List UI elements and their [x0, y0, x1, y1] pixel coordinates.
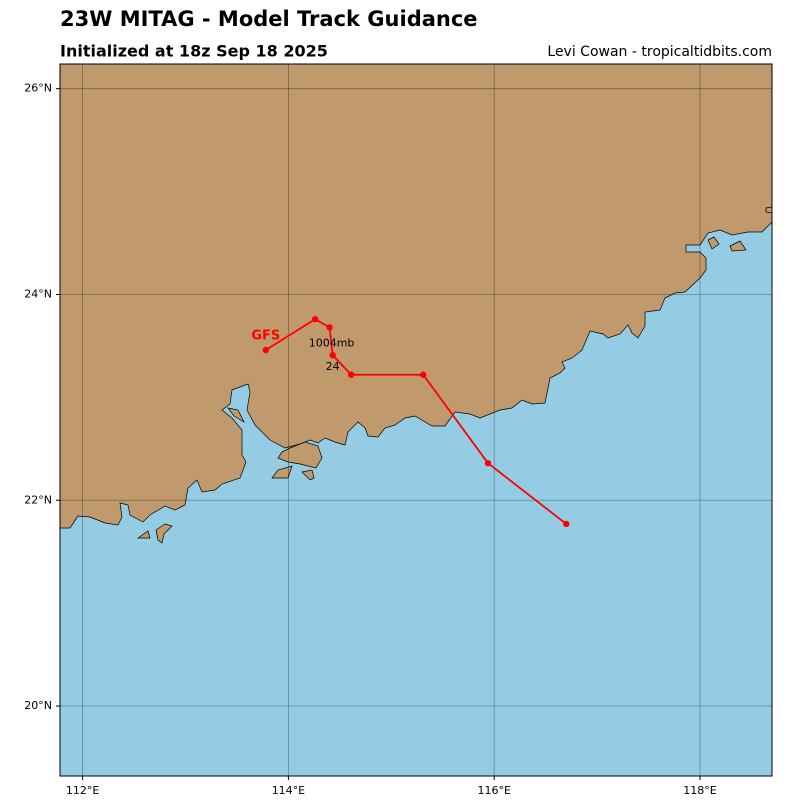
pressure-label: 1004mb [309, 336, 355, 349]
y-tick-label: 20°N [24, 699, 52, 712]
mainland [59, 63, 773, 529]
land [59, 63, 773, 544]
map-frame [59, 63, 773, 777]
track-point [347, 371, 355, 378]
hour-label: 24 [326, 360, 340, 373]
island [301, 469, 315, 481]
x-tick-label: 118°E [683, 784, 716, 797]
grid [60, 64, 772, 776]
subtitle: Initialized at 18z Sep 18 2025 [60, 42, 328, 61]
island [707, 236, 720, 250]
track-point [262, 346, 269, 354]
island [271, 465, 293, 479]
title: 23W MITAG - Model Track Guidance [60, 7, 478, 31]
x-tick-label: 114°E [272, 784, 305, 797]
track-point [329, 351, 336, 359]
tracks: GFS 1004mb 24 [251, 315, 570, 528]
x-tick-label: 112°E [66, 784, 99, 797]
island [277, 441, 323, 469]
island [729, 240, 747, 252]
y-tick-label: 24°N [24, 287, 52, 300]
model-label: GFS [251, 329, 280, 344]
track-point [484, 460, 492, 467]
island [227, 407, 245, 423]
y-tick-label: 26°N [24, 82, 52, 95]
island [136, 530, 151, 539]
credit: Levi Cowan - tropicaltidbits.com [547, 44, 772, 60]
x-tick-label: 116°E [477, 784, 510, 797]
island [765, 206, 773, 214]
track-point [326, 324, 333, 331]
island [155, 523, 173, 544]
y-tick-label: 22°N [24, 493, 52, 506]
track-point [420, 371, 427, 378]
track-point [563, 520, 570, 528]
track-point [311, 315, 319, 323]
